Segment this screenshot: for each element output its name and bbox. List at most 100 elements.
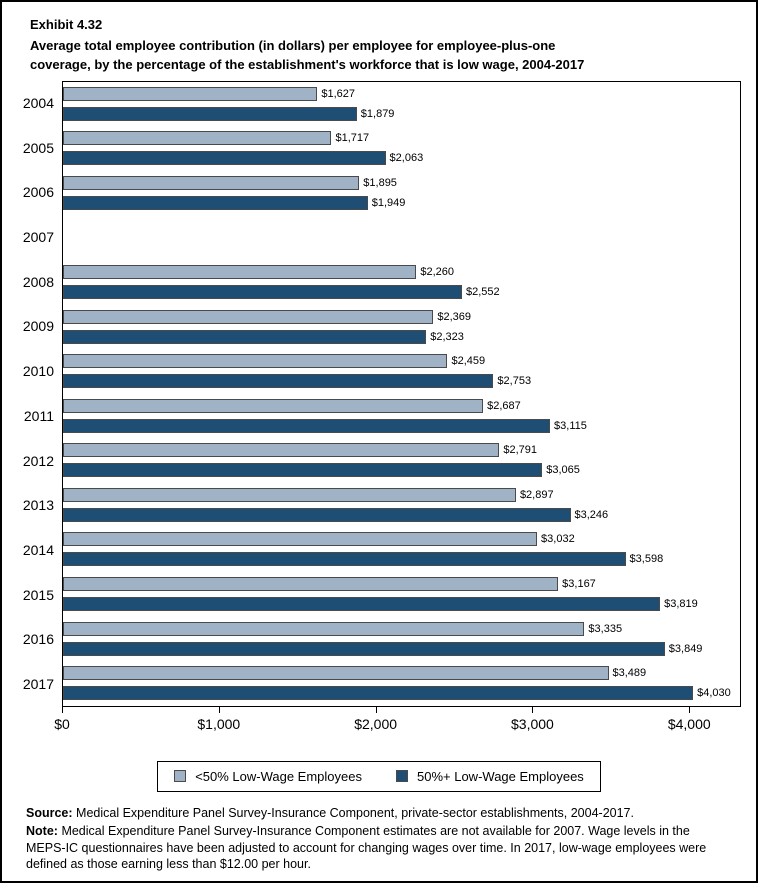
chart-title-line2: coverage, by the percentage of the estab… (30, 57, 585, 73)
value-label: $2,687 (487, 399, 521, 412)
value-label: $2,459 (451, 355, 486, 368)
year-group-2011: $2,687 $3,115 (63, 393, 740, 438)
x-tick-label: $3,000 (511, 715, 554, 732)
bar (63, 175, 360, 190)
value-label: $2,260 (420, 266, 454, 279)
bar-row: $1,895 (63, 175, 740, 190)
bar (63, 621, 585, 636)
year-label: 2016 (22, 631, 54, 648)
value-label: $3,065 (546, 464, 580, 477)
note-text: Medical Expenditure Panel Survey-Insuran… (26, 824, 707, 872)
x-tick-label: $4,000 (667, 715, 711, 732)
x-tick-mark (218, 706, 220, 713)
year-label: 2004 (22, 94, 54, 111)
bar (63, 507, 571, 522)
year-group-2015: $3,167 $3,819 (63, 572, 740, 617)
chart-footer: Source: Medical Expenditure Panel Survey… (2, 792, 756, 874)
bar (63, 374, 494, 389)
value-label: $3,115 (554, 419, 587, 432)
source-text: Medical Expenditure Panel Survey-Insuran… (76, 805, 634, 820)
value-label: $1,627 (321, 87, 356, 100)
value-label: $1,879 (360, 107, 395, 120)
value-label: $3,849 (668, 642, 703, 655)
year-label: 2015 (22, 586, 54, 603)
bar-row: $2,897 (63, 487, 740, 502)
year-group-2013: $2,897 $3,246 (63, 483, 740, 528)
note-label: Note: (26, 824, 58, 839)
x-tick-label: $1,000 (197, 715, 241, 732)
bar (63, 487, 516, 502)
bar (63, 151, 386, 166)
bar (63, 418, 551, 433)
year-group-2009: $2,369 $2,323 (63, 304, 740, 349)
legend-label: 50%+ Low-Wage Employees (417, 768, 584, 784)
x-tick-label: $2,000 (354, 715, 398, 732)
bar (63, 86, 318, 101)
bar (63, 265, 417, 280)
bar-row: $3,167 (63, 577, 740, 592)
year-label: 2006 (22, 184, 54, 201)
value-label: $3,819 (664, 598, 698, 611)
bar-row: $3,819 (63, 597, 740, 612)
bar (63, 329, 427, 344)
bar (63, 195, 368, 210)
year-group-2008: $2,260 $2,552 (63, 260, 740, 305)
bar-row: $2,063 (63, 151, 740, 166)
legend-entry: <50% Low-Wage Employees (174, 769, 362, 784)
bar (63, 532, 538, 547)
value-label: $4,030 (697, 687, 731, 700)
bar-row: $3,849 (63, 641, 740, 656)
value-label: $2,323 (430, 330, 464, 343)
year-group-2005: $1,717 $2,063 (63, 126, 740, 171)
year-label: 2013 (22, 497, 54, 514)
year-group-2014: $3,032 $3,598 (63, 527, 740, 572)
year-label: 2017 (22, 676, 54, 693)
legend-swatch-icon (174, 770, 187, 783)
legend-label: <50% Low-Wage Employees (195, 768, 362, 784)
x-tick-label: $0 (54, 715, 70, 732)
bar (63, 106, 357, 121)
bar-row: $2,260 (63, 265, 740, 280)
value-label: $2,791 (503, 444, 538, 457)
bar-row: $2,552 (63, 285, 740, 300)
bar (63, 686, 694, 701)
value-label: $1,949 (371, 196, 406, 209)
bar-row: $3,115 (63, 418, 740, 433)
value-label: $1,895 (363, 176, 397, 189)
chart-title: Average total employee contribution (in … (30, 36, 728, 75)
x-axis-spacer (2, 707, 62, 741)
year-group-2007 (63, 215, 740, 260)
year-group-2006: $1,895 $1,949 (63, 171, 740, 216)
bar-row: $1,627 (63, 86, 740, 101)
value-label: $3,167 (562, 578, 596, 591)
bar (63, 131, 332, 146)
year-label: 2011 (23, 407, 54, 424)
bar-row: $3,032 (63, 532, 740, 547)
value-label: $3,032 (541, 533, 575, 546)
x-tick-mark (532, 706, 534, 713)
value-label: $3,598 (629, 553, 664, 566)
bar (63, 666, 609, 681)
value-label: $2,897 (519, 488, 554, 501)
value-label: $3,246 (574, 508, 609, 521)
year-group-2017: $3,489 $4,030 (63, 661, 740, 706)
bar (63, 641, 665, 656)
note-line: Note: Medical Expenditure Panel Survey-I… (26, 823, 732, 873)
exhibit-number: Exhibit 4.32 (30, 17, 103, 32)
year-group-2010: $2,459 $2,753 (63, 349, 740, 394)
bar (63, 443, 500, 458)
value-label: $3,335 (588, 622, 623, 635)
legend-swatch-icon (396, 770, 408, 783)
bar (63, 597, 661, 612)
bar-row: $3,246 (63, 507, 740, 522)
value-label: $3,489 (612, 667, 647, 680)
bar (63, 398, 484, 413)
value-label: $2,063 (389, 152, 424, 165)
year-label: 2012 (22, 452, 54, 469)
legend-entry: 50%+ Low-Wage Employees (396, 769, 584, 784)
source-line: Source: Medical Expenditure Panel Survey… (26, 805, 732, 822)
bar (63, 309, 434, 324)
plot-area: $1,627 $1,879 $1,717 $2,063 $1,895 $1,949 $2,2… (62, 80, 741, 707)
bar (63, 577, 559, 592)
value-label: $1,717 (335, 132, 370, 145)
